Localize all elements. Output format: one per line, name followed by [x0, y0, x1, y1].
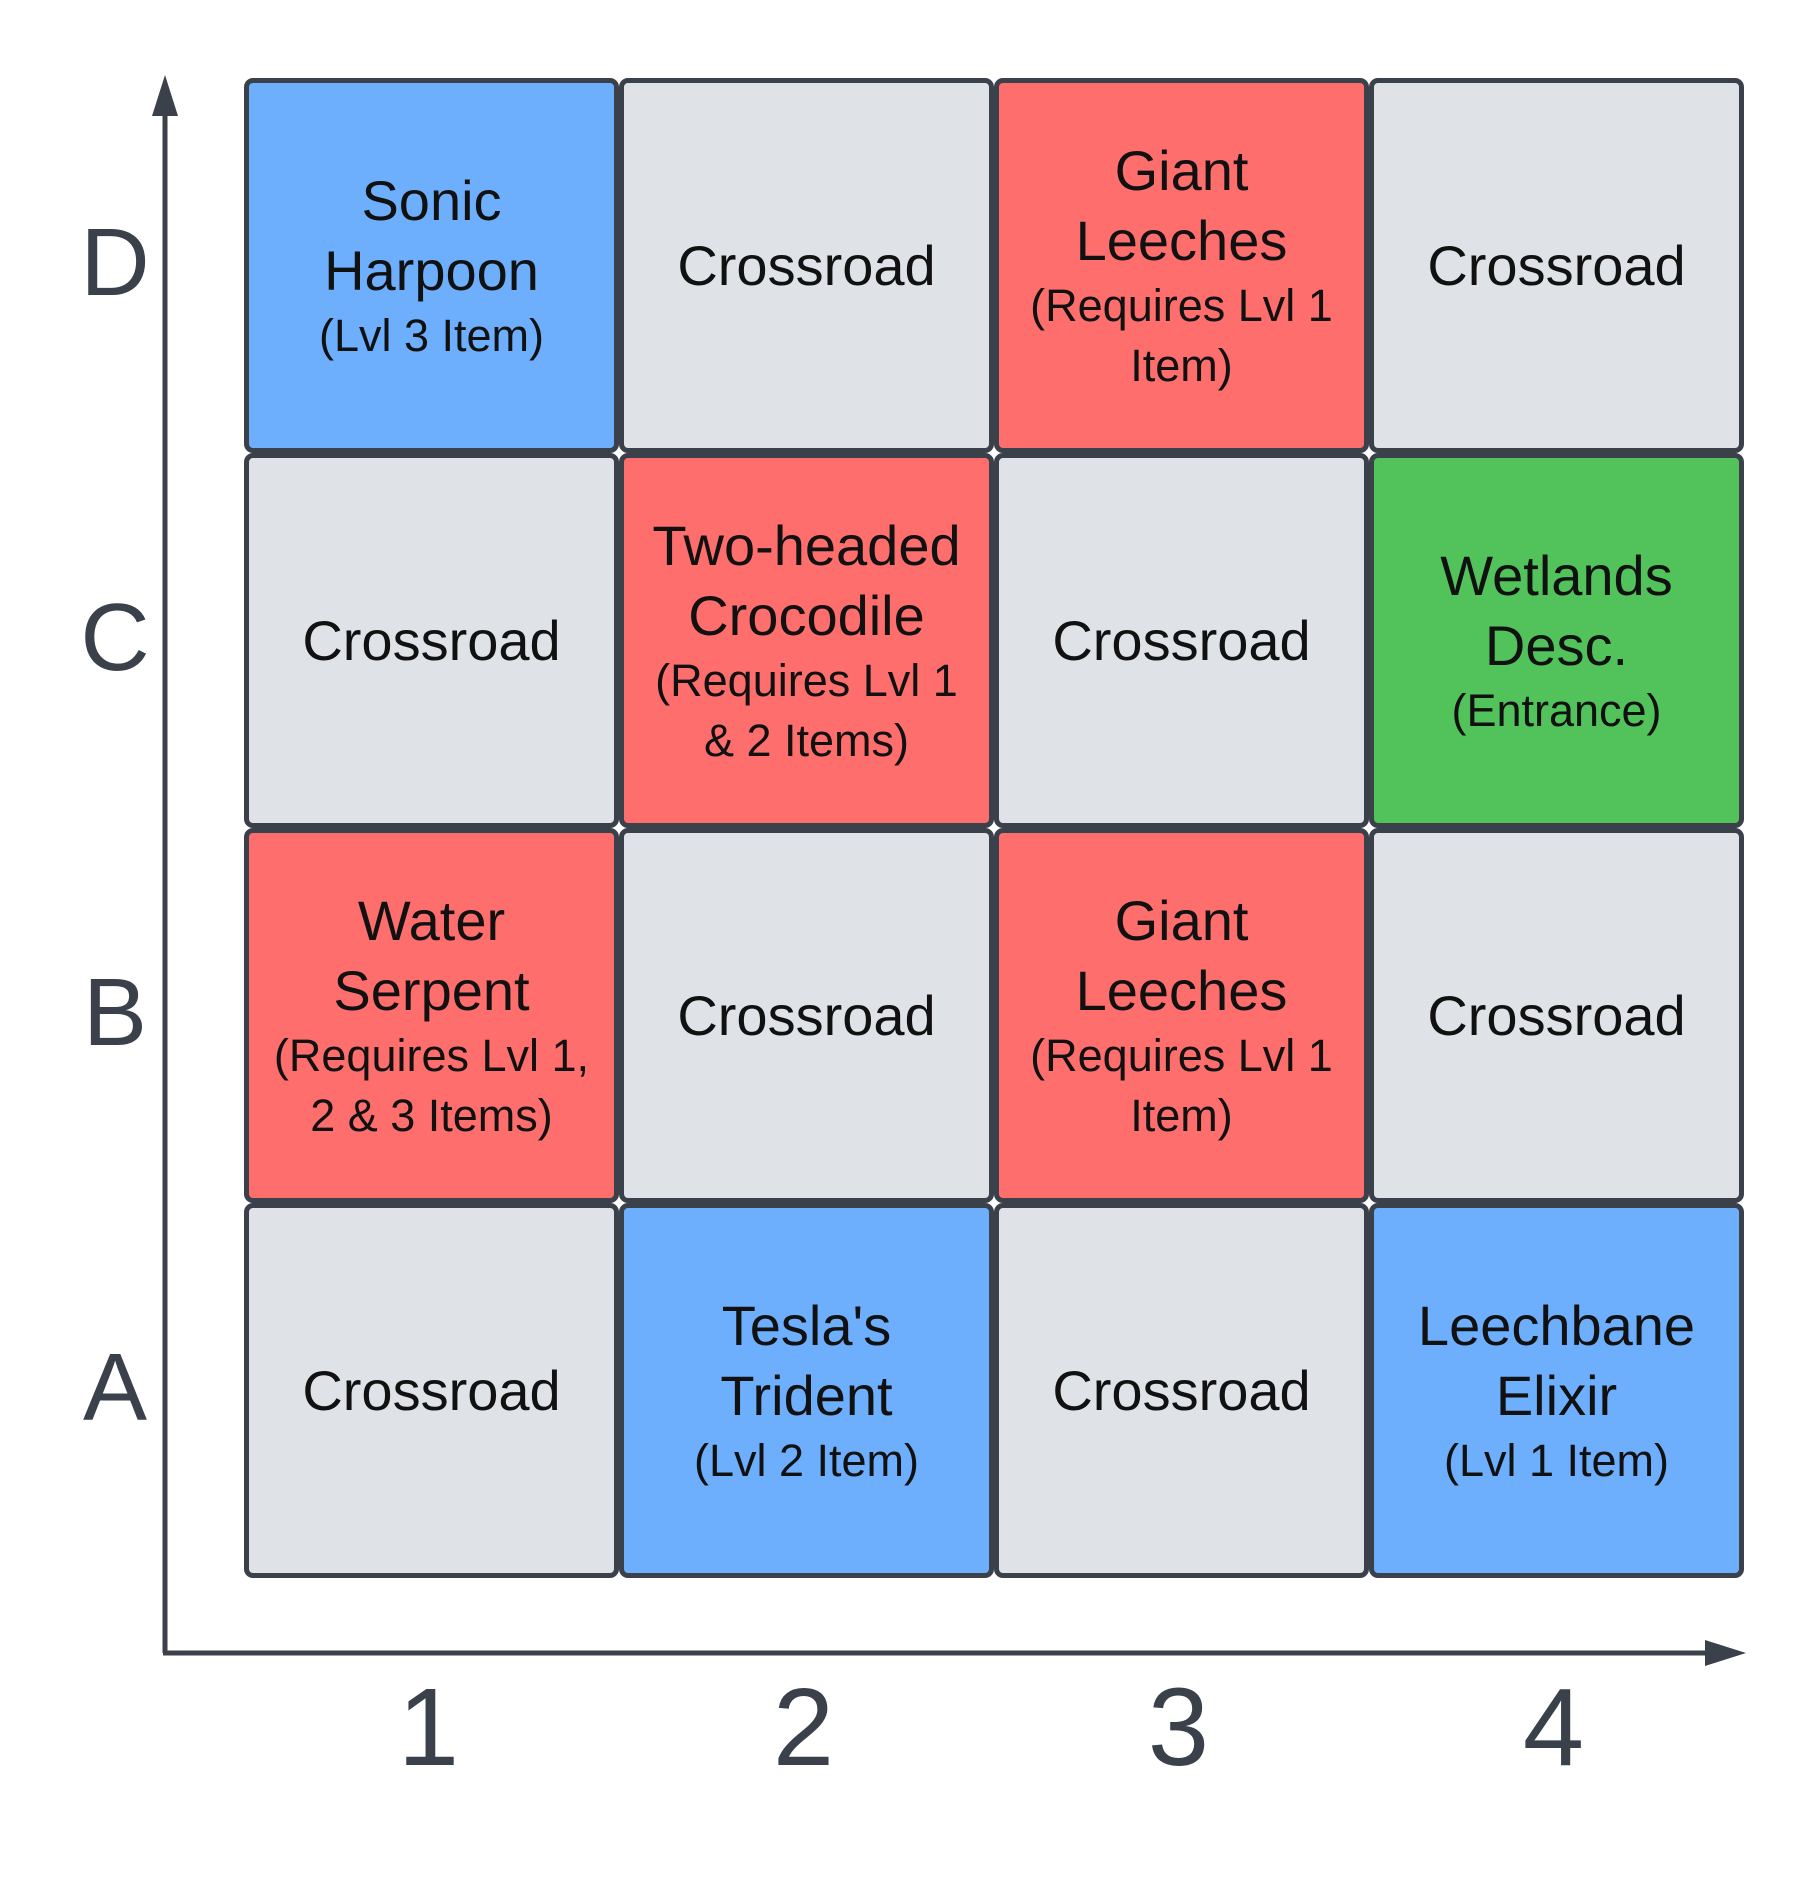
cell-title: Crossroad: [677, 233, 936, 297]
cell-d1-item: Sonic Harpoon (Lvl 3 Item): [244, 78, 619, 453]
cell-b1-monster: Water Serpent (Requires Lvl 1, 2 & 3 Item…: [244, 828, 619, 1203]
cell-title: Leechbane Elixir: [1417, 1293, 1696, 1427]
cell-b3-monster: Giant Leeches (Requires Lvl 1 Item): [994, 828, 1369, 1203]
row-label-b: B: [82, 958, 148, 1066]
cell-d2-crossroad: Crossroad: [619, 78, 994, 453]
row-label-d: D: [80, 208, 150, 316]
row-label-c: C: [80, 583, 150, 691]
cell-title: Giant Leeches: [1075, 888, 1288, 1022]
cell-subtitle: (Requires Lvl 1 Item): [1030, 1029, 1333, 1141]
cell-title: Crossroad: [302, 1358, 561, 1422]
cell-subtitle: (Entrance): [1451, 684, 1662, 736]
cell-title: Sonic Harpoon: [324, 168, 539, 302]
y-axis-arrowhead: [152, 75, 178, 116]
cell-a3-crossroad: Crossroad: [994, 1203, 1369, 1578]
cell-title: Crossroad: [1052, 608, 1311, 672]
cell-subtitle: (Requires Lvl 1 & 2 Items): [655, 654, 958, 766]
cell-title: Giant Leeches: [1075, 138, 1288, 272]
cell-c4-entrance: Wetlands Desc. (Entrance): [1369, 453, 1744, 828]
cell-c2-monster: Two-headed Crocodile (Requires Lvl 1 & 2 …: [619, 453, 994, 828]
cell-subtitle: (Requires Lvl 1, 2 & 3 Items): [273, 1029, 590, 1141]
cell-a2-item: Tesla's Trident (Lvl 2 Item): [619, 1203, 994, 1578]
row-label-a: A: [82, 1333, 148, 1441]
cell-title: Crossroad: [677, 983, 936, 1047]
cell-d4-crossroad: Crossroad: [1369, 78, 1744, 453]
cell-title: Wetlands Desc.: [1440, 543, 1673, 677]
column-label-2: 2: [772, 1666, 835, 1789]
cell-subtitle: (Lvl 3 Item): [318, 309, 545, 361]
cell-c1-crossroad: Crossroad: [244, 453, 619, 828]
cell-subtitle: (Lvl 2 Item): [693, 1434, 920, 1486]
column-label-4: 4: [1522, 1666, 1585, 1789]
cell-a1-crossroad: Crossroad: [244, 1203, 619, 1578]
cell-title: Two-headed Crocodile: [652, 513, 961, 647]
cell-subtitle: (Requires Lvl 1 Item): [1030, 279, 1333, 391]
cell-c3-crossroad: Crossroad: [994, 453, 1369, 828]
column-label-1: 1: [397, 1666, 460, 1789]
cell-title: Tesla's Trident: [720, 1293, 893, 1427]
cell-b4-crossroad: Crossroad: [1369, 828, 1744, 1203]
cell-title: Crossroad: [302, 608, 561, 672]
x-axis-arrowhead: [1705, 1640, 1746, 1666]
cell-subtitle: (Lvl 1 Item): [1443, 1434, 1670, 1486]
cell-title: Crossroad: [1052, 1358, 1311, 1422]
cell-d3-monster: Giant Leeches (Requires Lvl 1 Item): [994, 78, 1369, 453]
map-grid: Sonic Harpoon (Lvl 3 Item) Crossroad Giant …: [241, 75, 1755, 1589]
cell-title: Crossroad: [1427, 983, 1686, 1047]
cell-b2-crossroad: Crossroad: [619, 828, 994, 1203]
column-label-3: 3: [1147, 1666, 1210, 1789]
cell-a4-item: Leechbane Elixir (Lvl 1 Item): [1369, 1203, 1744, 1578]
cell-title: Water Serpent: [333, 888, 530, 1022]
cell-title: Crossroad: [1427, 233, 1686, 297]
